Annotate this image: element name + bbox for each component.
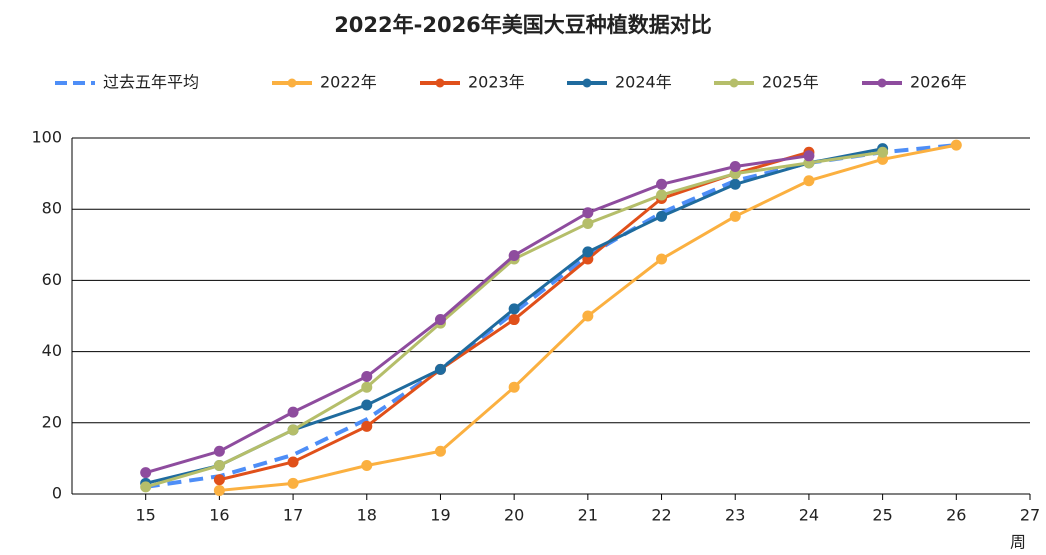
- data-point: [434, 363, 446, 375]
- x-tick-label: 16: [209, 506, 229, 525]
- data-point: [656, 210, 668, 222]
- series-line: [145, 143, 957, 489]
- data-point: [803, 150, 815, 162]
- legend-label: 2025年: [762, 73, 819, 92]
- y-tick-label: 0: [52, 484, 62, 503]
- x-tick-label: 27: [1020, 506, 1040, 525]
- data-point: [434, 314, 446, 326]
- x-tick-label: 25: [872, 506, 892, 525]
- x-tick-label: 26: [946, 506, 966, 525]
- data-point: [508, 303, 520, 315]
- x-tick-label: 20: [504, 506, 524, 525]
- y-tick-label: 80: [42, 199, 62, 218]
- x-tick-label: 22: [651, 506, 671, 525]
- data-point: [729, 210, 741, 222]
- chart-title: 2022年-2026年美国大豆种植数据对比: [334, 13, 712, 37]
- data-point: [361, 460, 373, 472]
- data-point: [361, 381, 373, 393]
- data-point: [729, 160, 741, 172]
- data-point: [287, 456, 299, 468]
- y-tick-label: 40: [42, 341, 62, 360]
- data-point: [877, 146, 889, 158]
- data-point: [213, 445, 225, 457]
- legend-marker: [287, 78, 297, 88]
- data-point: [656, 253, 668, 265]
- legend-label: 2023年: [468, 73, 525, 92]
- y-tick-label: 100: [31, 128, 62, 147]
- x-tick-label: 24: [799, 506, 819, 525]
- legend-label: 2026年: [910, 73, 967, 92]
- data-point: [508, 314, 520, 326]
- series-line: [145, 154, 810, 475]
- data-point: [287, 477, 299, 489]
- data-point: [803, 175, 815, 187]
- x-tick-label: 17: [283, 506, 303, 525]
- data-point: [434, 445, 446, 457]
- data-point: [582, 310, 594, 322]
- x-tick-label: 19: [430, 506, 450, 525]
- x-tick-label: 18: [357, 506, 377, 525]
- data-point: [213, 484, 225, 496]
- data-point: [361, 420, 373, 432]
- legend-label: 2024年: [615, 73, 672, 92]
- x-tick-label: 23: [725, 506, 745, 525]
- y-tick-label: 60: [42, 270, 62, 289]
- legend-marker: [729, 78, 739, 88]
- data-point: [508, 381, 520, 393]
- data-point: [361, 371, 373, 383]
- x-tick-label: 21: [578, 506, 598, 525]
- data-point: [287, 406, 299, 418]
- data-point: [140, 481, 152, 493]
- data-point: [508, 249, 520, 261]
- legend-marker: [877, 78, 887, 88]
- legend-marker: [435, 78, 445, 88]
- data-point: [582, 207, 594, 219]
- data-point: [582, 246, 594, 258]
- data-point: [656, 178, 668, 190]
- data-point: [213, 460, 225, 472]
- x-axis-label: 周: [1010, 533, 1026, 552]
- legend-marker: [582, 78, 592, 88]
- x-tick-label: 15: [136, 506, 156, 525]
- data-point: [287, 424, 299, 436]
- data-point: [656, 189, 668, 201]
- data-point: [582, 217, 594, 229]
- legend-label: 2022年: [320, 73, 377, 92]
- legend-label: 过去五年平均: [103, 73, 199, 92]
- data-point: [213, 474, 225, 486]
- data-point: [729, 178, 741, 190]
- y-tick-label: 20: [42, 412, 62, 431]
- data-point: [950, 139, 962, 151]
- data-point: [361, 399, 373, 411]
- data-point: [140, 467, 152, 479]
